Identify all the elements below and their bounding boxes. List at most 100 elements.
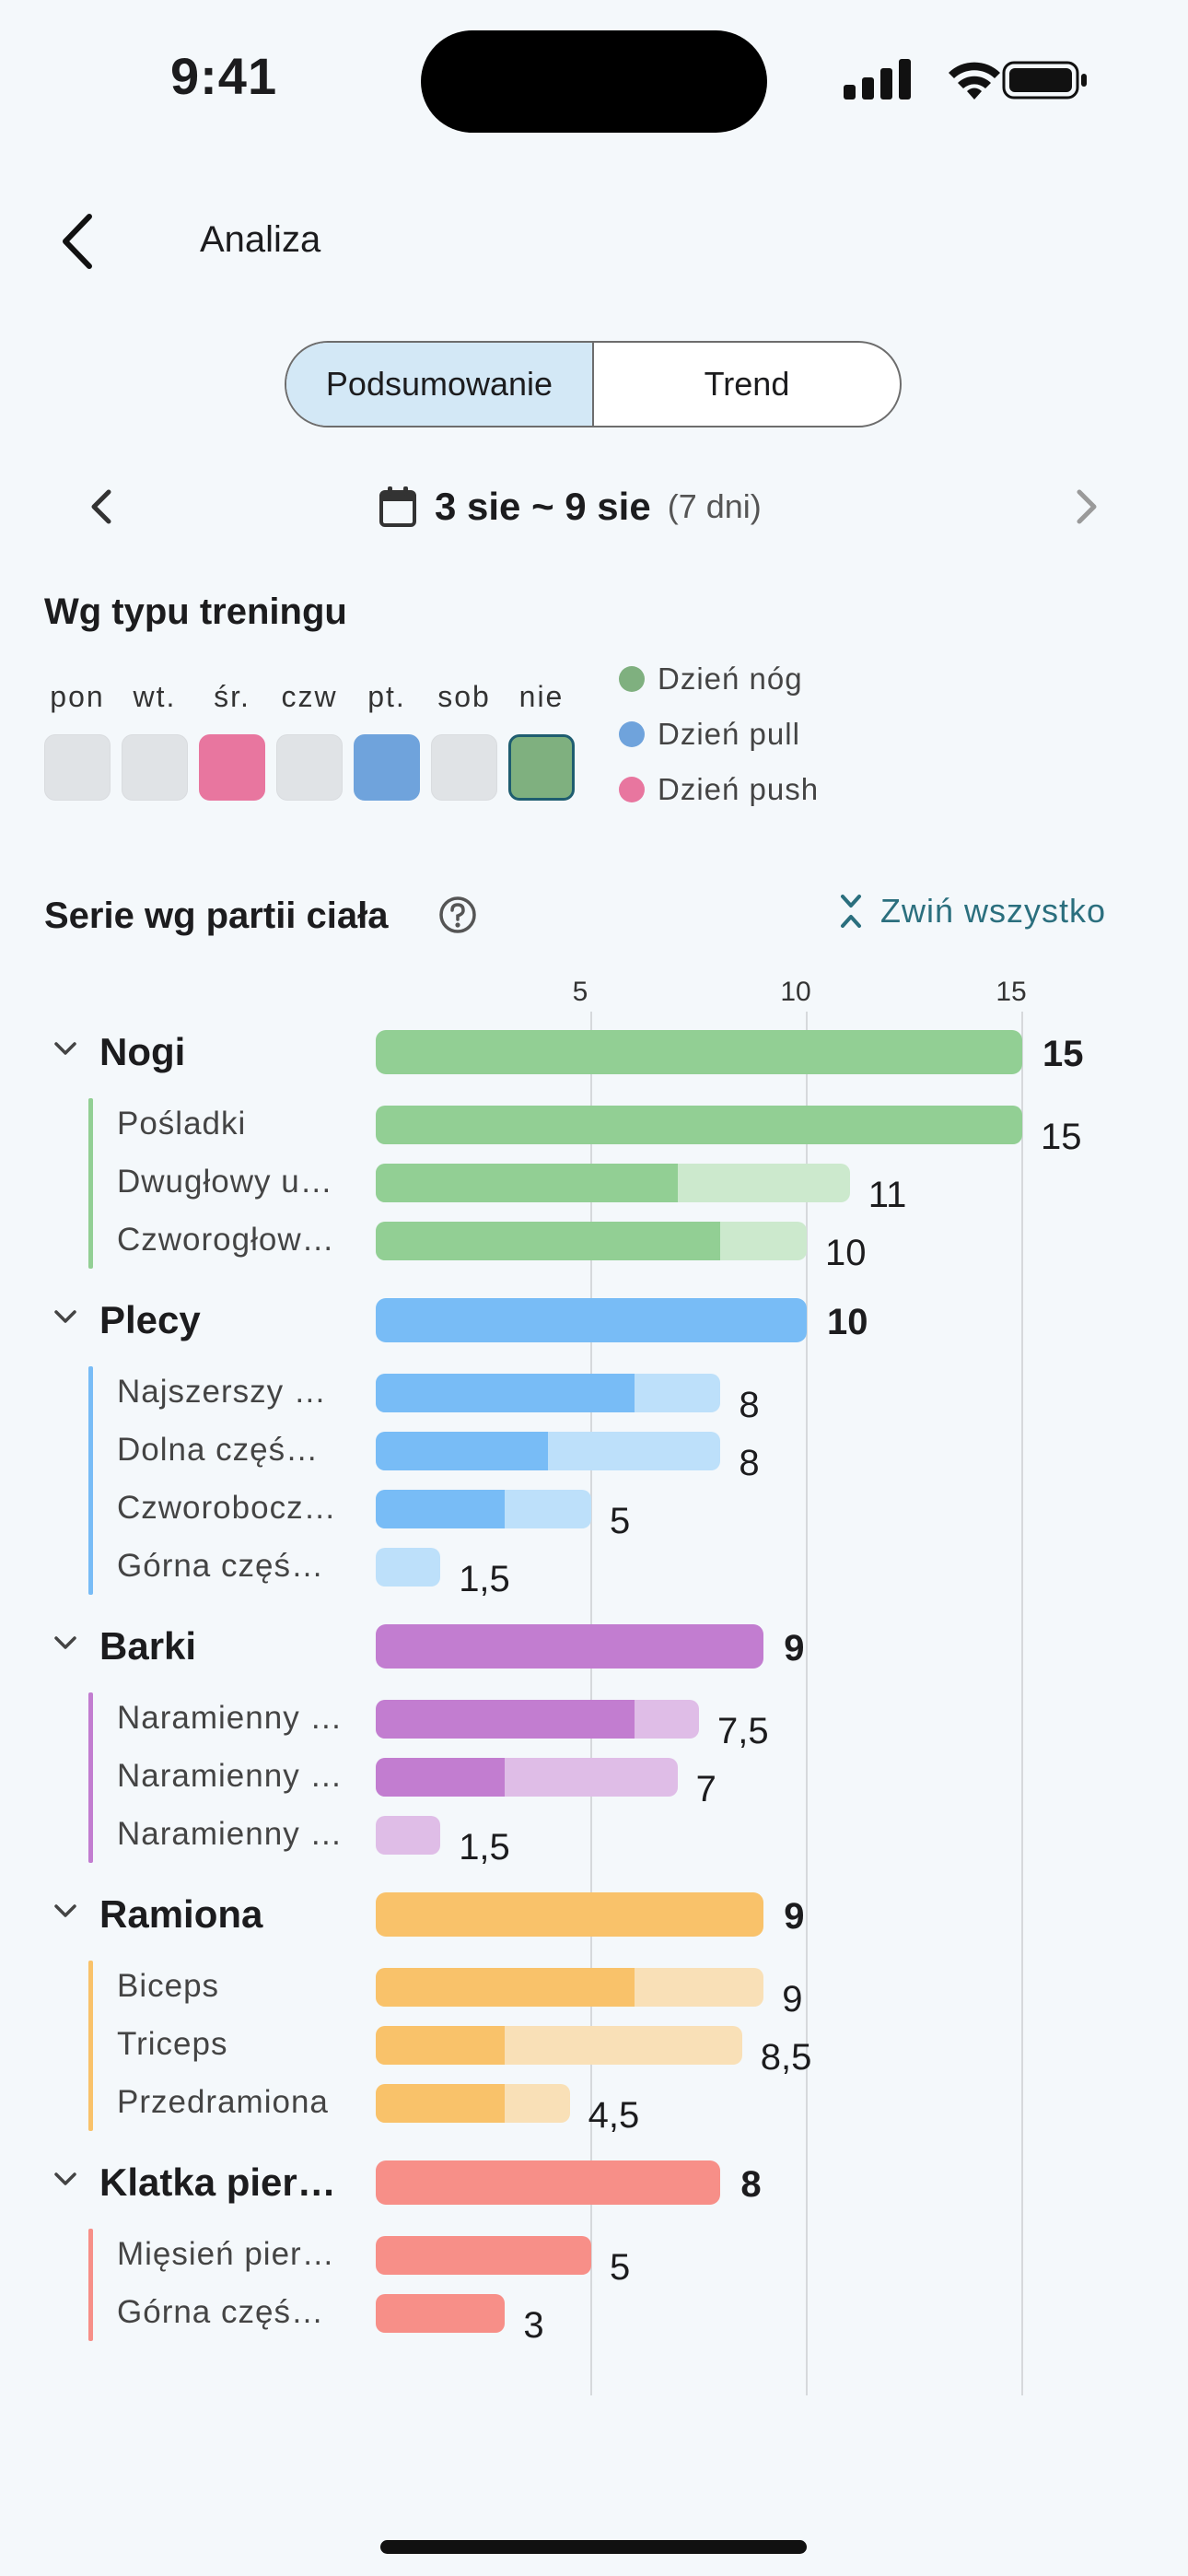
view-segmented-control: Podsumowanie Trend [285, 341, 902, 427]
body-parts-title: Serie wg partii ciała [44, 896, 389, 936]
battery-icon [1002, 61, 1087, 100]
group-bar [376, 1892, 764, 1937]
group-value: 10 [827, 1302, 868, 1342]
day-column[interactable]: nie [508, 680, 575, 801]
group-value: 9 [784, 1896, 805, 1937]
body-part-group-name[interactable]: Klatka pier… [99, 2160, 336, 2204]
day-box[interactable] [354, 734, 420, 801]
day-column[interactable]: pt. [354, 680, 420, 801]
muscle-bar-primary [376, 1758, 506, 1797]
group-value: 9 [784, 1628, 805, 1669]
chevron-down-icon[interactable] [53, 1635, 77, 1657]
muscle-name: Dolna częś… [117, 1432, 320, 1468]
date-range-picker[interactable]: 3 sie ~ 9 sie (7 dni) [378, 479, 762, 534]
muscle-value: 1,5 [459, 1559, 510, 1599]
group-indent-line [88, 1692, 93, 1863]
tab-summary[interactable]: Podsumowanie [286, 343, 594, 426]
legend-label: Dzień pull [658, 717, 800, 751]
day-box[interactable] [122, 734, 188, 801]
x-axis-tick: 15 [996, 977, 1027, 1007]
day-column[interactable]: czw [276, 680, 343, 801]
muscle-value: 15 [1041, 1117, 1082, 1157]
body-part-group-name[interactable]: Ramiona [99, 1892, 263, 1936]
legend-dot [619, 777, 645, 802]
x-axis-tick: 10 [780, 977, 811, 1007]
chevron-left-icon [63, 214, 92, 269]
day-label: nie [518, 680, 565, 713]
status-icons [840, 55, 1089, 101]
group-value: 15 [1042, 1034, 1084, 1074]
day-column[interactable]: pon [44, 680, 111, 801]
group-bar [376, 1030, 1022, 1074]
legend-item: Dzień pull [619, 717, 819, 751]
muscle-value: 5 [610, 2247, 631, 2288]
chevron-right-icon [1077, 489, 1097, 524]
muscle-value: 8 [739, 1443, 760, 1483]
group-bar [376, 1298, 807, 1342]
muscle-bar [376, 1490, 591, 1528]
muscle-bar [376, 1222, 807, 1260]
muscle-bar [376, 1816, 441, 1855]
muscle-bar [376, 2026, 742, 2065]
help-icon[interactable] [438, 896, 477, 939]
muscle-name: Mięsień pier… [117, 2236, 335, 2272]
day-label: pon [50, 680, 105, 713]
collapse-all-button[interactable]: Zwiń wszystko [838, 892, 1106, 931]
day-label: czw [281, 680, 338, 713]
muscle-name: Naramienny … [117, 1816, 344, 1852]
muscle-bar-primary [376, 1968, 635, 2007]
muscle-value: 5 [610, 1501, 631, 1541]
day-box[interactable] [44, 734, 111, 801]
day-box[interactable] [199, 734, 265, 801]
muscle-name: Przedramiona [117, 2084, 329, 2120]
collapse-icon [841, 895, 861, 928]
calendar-icon [379, 486, 416, 527]
muscle-bar [376, 2084, 570, 2123]
weekday-row: pon wt. śr. czw pt. sob nie [44, 680, 575, 801]
muscle-bar-primary [376, 1106, 1022, 1144]
body-part-group-name[interactable]: Nogi [99, 1030, 186, 1073]
date-range-days: (7 dni) [667, 487, 762, 525]
muscle-bar [376, 1700, 699, 1739]
back-button[interactable] [48, 205, 109, 278]
next-week-button[interactable] [1059, 479, 1114, 534]
chevron-down-icon[interactable] [53, 1903, 77, 1925]
wifi-icon [949, 62, 1000, 100]
muscle-value: 9 [782, 1979, 803, 2020]
muscle-bar-primary [376, 1700, 635, 1739]
muscle-value: 1,5 [459, 1827, 510, 1868]
day-column[interactable]: wt. [122, 680, 188, 801]
muscle-bar [376, 1374, 721, 1412]
day-label: sob [437, 680, 491, 713]
chevron-left-icon [91, 489, 111, 524]
muscle-value: 7,5 [717, 1711, 769, 1751]
chevron-down-icon[interactable] [53, 1309, 77, 1330]
group-indent-line [88, 1366, 93, 1595]
muscle-bar-primary [376, 2236, 591, 2275]
previous-week-button[interactable] [74, 479, 129, 534]
group-indent-line [88, 1098, 93, 1269]
muscle-name: Naramienny … [117, 1700, 344, 1736]
day-label: śr. [214, 680, 250, 713]
muscle-bar-primary [376, 1164, 678, 1202]
legend-dot [619, 721, 645, 747]
day-column[interactable]: sob [431, 680, 497, 801]
day-box[interactable] [276, 734, 343, 801]
muscle-name: Górna częś… [117, 1548, 324, 1584]
day-box[interactable] [431, 734, 497, 801]
muscle-name: Czworogłow… [117, 1222, 335, 1258]
day-box[interactable] [508, 734, 575, 801]
chevron-down-icon[interactable] [53, 1041, 77, 1062]
body-part-group-name[interactable]: Plecy [99, 1298, 201, 1341]
date-range-label: 3 sie ~ 9 sie [435, 485, 651, 528]
muscle-bar-primary [376, 1490, 506, 1528]
chevron-down-icon[interactable] [53, 2172, 77, 2193]
muscle-value: 4,5 [588, 2095, 640, 2136]
tab-trend[interactable]: Trend [704, 365, 790, 403]
legend-item: Dzień nóg [619, 662, 819, 696]
body-part-group-name[interactable]: Barki [99, 1624, 197, 1668]
muscle-bar [376, 1758, 678, 1797]
group-indent-line [88, 1961, 93, 2131]
day-column[interactable]: śr. [199, 680, 265, 801]
muscle-name: Górna częś… [117, 2294, 324, 2330]
